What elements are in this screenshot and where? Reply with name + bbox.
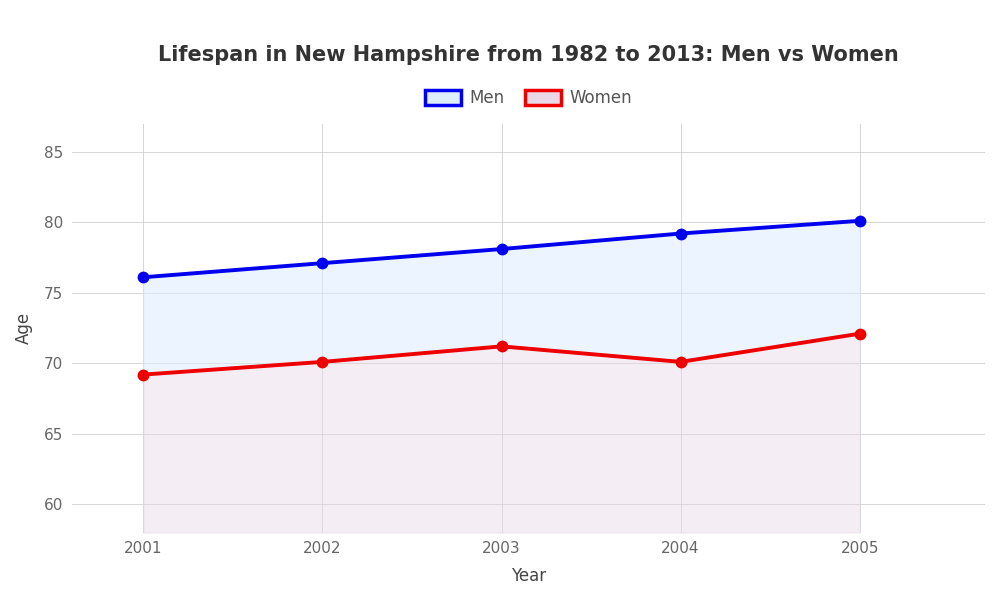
Y-axis label: Age: Age — [15, 312, 33, 344]
Title: Lifespan in New Hampshire from 1982 to 2013: Men vs Women: Lifespan in New Hampshire from 1982 to 2… — [158, 45, 899, 65]
X-axis label: Year: Year — [511, 567, 546, 585]
Legend: Men, Women: Men, Women — [418, 83, 639, 114]
